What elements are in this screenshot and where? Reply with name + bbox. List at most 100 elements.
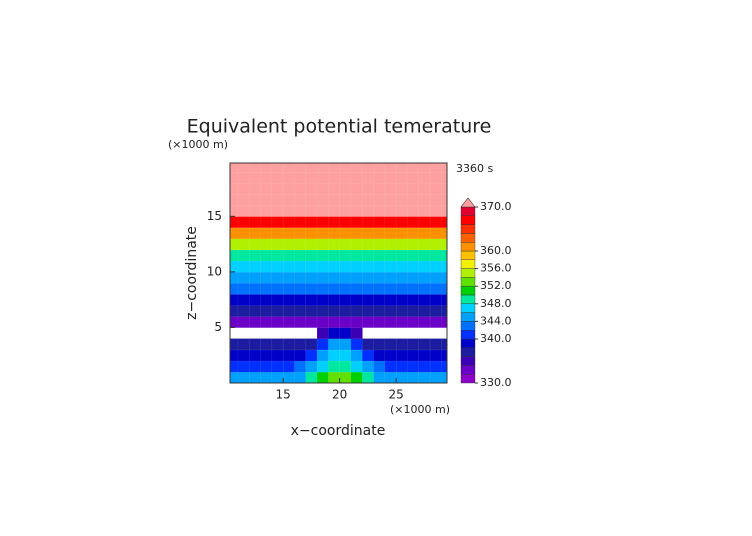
plot-frame [229,162,448,384]
field-cell [237,171,250,184]
field-cell [230,316,239,328]
colorbar-segment [460,303,476,313]
field-cell [395,204,408,217]
field-cell [271,182,284,195]
field-cell [271,249,284,262]
field-cell [373,349,386,362]
field-cell [294,349,307,362]
field-cell [237,260,250,273]
field-cell [316,171,329,184]
field-cell [294,204,307,217]
field-cell [230,193,239,206]
field-cell [230,249,239,262]
colorbar-segment [460,356,476,366]
field-cell [282,371,295,383]
field-cell [384,282,397,295]
field-cell [282,238,295,251]
field-cell [305,171,318,184]
field-cell [373,338,386,351]
colorbar-extend [460,197,476,208]
field-cell [429,227,442,240]
field-cell [407,260,420,273]
field-cell [361,171,375,184]
colorbar-tick-label: 352.0 [480,279,512,292]
colorbar-segment [460,215,476,225]
field-cell [350,371,363,383]
field-cell [361,216,375,228]
field-cell [441,304,447,317]
field-cell [328,293,341,306]
field-cell [294,371,307,383]
field-cell [395,304,408,317]
field-cell [373,360,386,373]
field-cell [260,216,273,228]
field-cell [328,216,341,228]
field-cell [361,293,375,306]
field-cell [418,204,431,217]
field-cell [339,304,352,317]
field-cell [260,171,273,184]
field-cell [418,260,431,273]
field-cell [328,304,341,317]
field-cell [395,182,408,195]
field-cell [441,216,447,228]
field-cell [328,171,341,184]
field-cell [350,163,363,173]
field-cell [407,171,420,184]
field-cell [305,260,318,273]
colorbar-segment [460,312,476,322]
field-cell [429,349,442,362]
field-cell [361,316,375,328]
field-cell [395,338,408,351]
field-cell [339,193,352,206]
field-cell [373,271,386,284]
field-cell [350,304,363,317]
field-cell [441,360,447,373]
y-tick-label: 15 [207,209,222,223]
field-cell [230,293,239,306]
field-cell [441,171,447,184]
field-cell [418,163,431,173]
field-cell [407,349,420,362]
field-cell [429,249,442,262]
field-cell [282,304,295,317]
colorbar-tick-label: 356.0 [480,262,512,275]
field-cell [418,371,431,383]
colorbar-segment [460,365,476,375]
field-cell [316,282,329,295]
field-cell [384,171,397,184]
field-cell [350,249,363,262]
field-cell [230,182,239,195]
field-cell [294,193,307,206]
x-axis-label: x−coordinate [291,423,386,439]
field-cell [248,260,262,273]
time-label: 3360 s [456,162,493,175]
colorbar-segment [460,286,476,296]
field-cell [271,360,284,373]
field-cell [230,204,239,217]
field-cell [384,271,397,284]
field-cell [316,227,329,240]
field-cell [294,171,307,184]
field-cell [248,163,262,173]
field-cell [373,293,386,306]
field-cell [316,349,329,362]
field-cell [305,371,318,383]
field-cell [316,163,329,173]
field-cell [339,171,352,184]
field-cell [361,182,375,195]
field-cell [271,238,284,251]
field-cell [339,182,352,195]
field-cell [260,316,273,328]
field-cell [373,193,386,206]
field-cell [260,238,273,251]
field-cell [373,182,386,195]
y-unit: (×1000 m) [168,138,228,151]
field-cell [407,271,420,284]
field-cell [316,316,329,328]
field-cell [418,349,431,362]
colorbar-segment [460,259,476,269]
field-cell [305,163,318,173]
x-unit: (×1000 m) [390,403,450,416]
